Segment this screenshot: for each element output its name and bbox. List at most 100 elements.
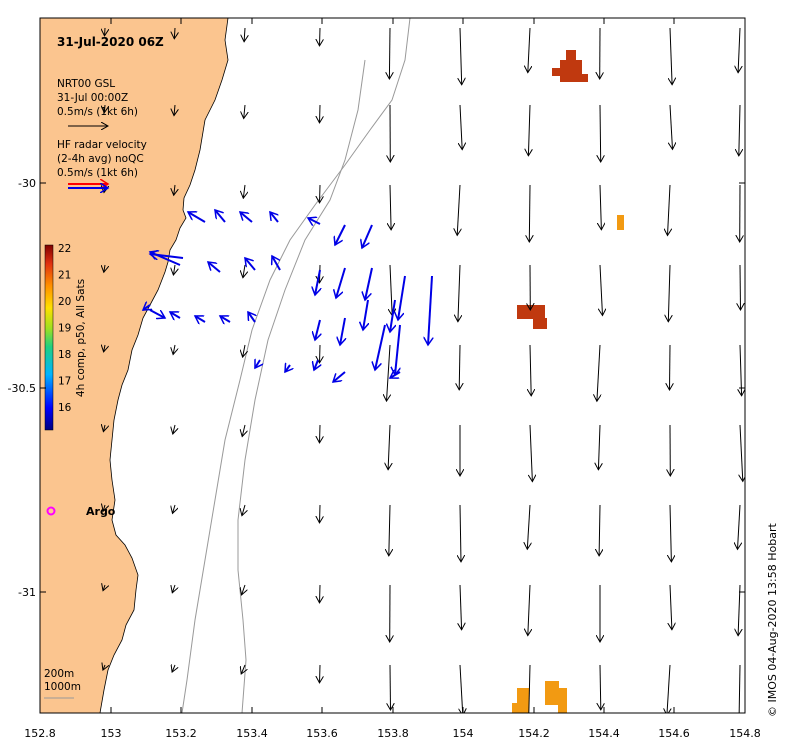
x-tick-label: 154.8 <box>729 727 761 740</box>
model-arrow <box>460 584 462 630</box>
model-arrow <box>738 664 741 713</box>
model-arrow <box>739 104 740 156</box>
model-arrow <box>104 345 105 352</box>
radar-legend-line1: HF radar velocity <box>57 139 147 151</box>
colorbar-tick-label: 21 <box>58 270 71 282</box>
model-arrow <box>173 504 176 513</box>
model-arrow <box>103 505 105 511</box>
radar-arrow <box>365 267 373 300</box>
x-tick-label: 154.4 <box>588 727 620 740</box>
model-arrow <box>670 584 672 630</box>
model-current-arrows <box>103 27 743 713</box>
radar-arrow <box>149 309 165 318</box>
radar-arrow <box>215 210 226 223</box>
model-arrow <box>600 264 603 316</box>
model-legend: NRT00 GSL 31-Jul 00:00Z 0.5m/s (1kt 6h) <box>57 78 138 126</box>
radar-arrow <box>340 317 345 345</box>
radar-arrow <box>336 267 346 298</box>
radar-arrow <box>195 316 206 322</box>
depth-legend: 200m 1000m <box>44 668 81 699</box>
credit-text: © IMOS 04-Aug-2020 13:58 Hobart <box>766 523 779 717</box>
model-arrow <box>103 665 105 670</box>
radar-legend-scale: 0.5m/s (1kt 6h) <box>57 167 138 179</box>
x-tick-label: 153.4 <box>236 727 268 740</box>
model-arrow <box>390 664 391 710</box>
sst-pixel <box>545 681 559 705</box>
x-tick-label: 153.2 <box>165 727 197 740</box>
contour-200m <box>181 18 411 713</box>
model-arrow <box>600 664 601 710</box>
sst-pixel <box>512 703 520 713</box>
sst-pixel <box>533 318 547 329</box>
radar-arrow <box>333 371 346 382</box>
x-tick-label: 152.8 <box>24 727 56 740</box>
y-axis: -30 -30.5 -31 <box>8 177 745 599</box>
model-arrow <box>104 104 105 113</box>
radar-arrow <box>362 224 373 248</box>
model-arrow <box>600 104 601 162</box>
colorbar-tick-label: 18 <box>58 349 71 361</box>
model-arrow <box>458 264 460 322</box>
land-mass <box>39 17 229 714</box>
x-tick-label: 154.6 <box>658 727 690 740</box>
radar-arrow <box>363 299 368 330</box>
model-arrow <box>597 344 600 401</box>
radar-arrow <box>390 372 401 378</box>
radar-arrow <box>390 299 395 332</box>
model-arrow <box>388 424 390 470</box>
sst-pixel <box>560 60 582 74</box>
model-arrow <box>243 184 245 198</box>
model-arrow <box>173 424 175 434</box>
model-arrow <box>242 424 245 437</box>
model-arrow <box>320 104 321 123</box>
radar-legend: HF radar velocity (2-4h avg) noQC 0.5m/s… <box>57 139 147 188</box>
model-legend-time: 31-Jul 00:00Z <box>57 92 128 104</box>
sst-pixel <box>617 215 624 230</box>
model-arrow <box>243 344 245 357</box>
x-tick-label: 153.6 <box>306 727 338 740</box>
model-arrow <box>387 344 391 401</box>
model-arrow <box>174 184 175 195</box>
radar-arrow <box>188 212 206 223</box>
model-arrow <box>320 344 321 363</box>
model-arrow <box>670 27 672 85</box>
model-arrow <box>460 504 461 562</box>
model-arrow <box>242 584 246 595</box>
radar-arrow <box>335 224 346 245</box>
model-arrow <box>174 27 175 39</box>
colorbar-tick-label: 17 <box>58 376 71 388</box>
model-arrow <box>530 344 531 396</box>
model-arrow <box>740 264 741 310</box>
radar-arrow <box>143 305 150 310</box>
x-tick-label: 154.2 <box>518 727 550 740</box>
model-arrow <box>457 184 460 235</box>
colorbar-tick-label: 20 <box>58 296 71 308</box>
sst-pixel <box>560 74 588 82</box>
model-arrow <box>173 344 175 355</box>
radar-arrow <box>150 254 184 258</box>
model-arrow <box>241 664 245 674</box>
y-tick-label: -30.5 <box>8 382 36 395</box>
model-arrow <box>320 504 321 523</box>
colorbar-tick-label: 22 <box>58 243 71 255</box>
model-arrow <box>527 504 530 549</box>
model-arrow <box>670 344 671 390</box>
colorbar-tick-label: 19 <box>58 323 71 335</box>
hf-radar-arrows <box>143 210 432 382</box>
x-tick-label: 154 <box>453 727 474 740</box>
radar-arrow <box>240 212 253 223</box>
colorbar-gradient <box>44 244 54 431</box>
model-arrow <box>668 184 671 236</box>
model-arrow <box>528 584 530 636</box>
model-arrow <box>667 664 670 713</box>
contour-1000m <box>237 59 366 713</box>
model-arrow <box>738 504 741 549</box>
radar-arrow <box>375 324 386 370</box>
model-arrow <box>244 27 245 42</box>
model-arrow <box>530 424 532 482</box>
argo-float-marker[interactable] <box>46 506 56 516</box>
model-arrow <box>600 184 601 230</box>
model-arrow <box>389 504 390 556</box>
model-arrow <box>243 264 245 278</box>
model-arrow <box>670 104 673 149</box>
